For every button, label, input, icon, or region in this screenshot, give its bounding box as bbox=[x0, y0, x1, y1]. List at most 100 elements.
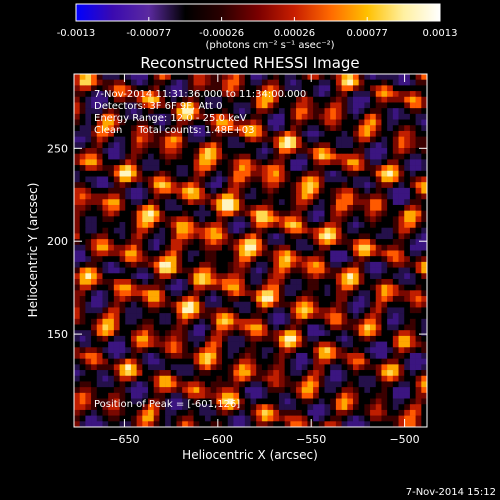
heatmap-cell bbox=[108, 324, 115, 331]
heatmap-cell bbox=[250, 278, 257, 285]
heatmap-cell bbox=[398, 96, 405, 103]
heatmap-cell bbox=[125, 250, 132, 257]
heatmap-cell bbox=[290, 239, 297, 246]
heatmap-cell bbox=[159, 313, 166, 320]
colorbar-unit-label: (photons cm⁻² s⁻¹ asec⁻²) bbox=[205, 40, 334, 51]
heatmap-cell bbox=[102, 176, 109, 183]
heatmap-cell bbox=[216, 148, 223, 155]
heatmap-cell bbox=[79, 136, 86, 143]
heatmap-cell bbox=[142, 182, 149, 189]
heatmap-cell bbox=[421, 278, 428, 285]
heatmap-cell bbox=[222, 370, 229, 377]
heatmap-cell bbox=[187, 347, 194, 354]
heatmap-cell bbox=[387, 341, 394, 348]
heatmap-cell bbox=[296, 278, 303, 285]
heatmap-cell bbox=[307, 370, 314, 377]
heatmap-cell bbox=[381, 113, 388, 120]
heatmap-cell bbox=[335, 204, 342, 211]
heatmap-cell bbox=[256, 187, 263, 194]
heatmap-cell bbox=[153, 364, 160, 371]
heatmap-cell bbox=[358, 313, 365, 320]
heatmap-cell bbox=[307, 74, 314, 80]
heatmap-cell bbox=[216, 210, 223, 217]
heatmap-cell bbox=[381, 375, 388, 382]
heatmap-cell bbox=[330, 159, 337, 166]
heatmap-cell bbox=[79, 387, 86, 394]
heatmap-cell bbox=[165, 324, 172, 331]
heatmap-cell bbox=[142, 370, 149, 377]
heatmap-cell bbox=[210, 273, 217, 280]
heatmap-cell bbox=[136, 358, 143, 365]
heatmap-cell bbox=[318, 136, 325, 143]
heatmap-cell bbox=[244, 233, 251, 240]
heatmap-cell bbox=[222, 153, 229, 160]
heatmap-cell bbox=[153, 199, 160, 206]
heatmap-cell bbox=[199, 358, 206, 365]
heatmap-cell bbox=[199, 273, 206, 280]
heatmap-cell bbox=[267, 222, 274, 229]
heatmap-cell bbox=[409, 176, 416, 183]
heatmap-cell bbox=[210, 148, 217, 155]
heatmap-cell bbox=[284, 347, 291, 354]
heatmap-cell bbox=[318, 347, 325, 354]
heatmap-cell bbox=[290, 91, 297, 98]
heatmap-cell bbox=[222, 227, 229, 234]
heatmap-cell bbox=[176, 313, 183, 320]
heatmap-cell bbox=[290, 222, 297, 229]
heatmap-cell bbox=[153, 278, 160, 285]
heatmap-cell bbox=[199, 364, 206, 371]
heatmap-cell bbox=[216, 136, 223, 143]
heatmap-cell bbox=[96, 113, 103, 120]
heatmap-cell bbox=[193, 108, 200, 115]
heatmap-cell bbox=[284, 313, 291, 320]
heatmap-cell bbox=[239, 278, 246, 285]
heatmap-cell bbox=[284, 261, 291, 268]
heatmap-cell bbox=[398, 296, 405, 303]
heatmap-cell bbox=[79, 193, 86, 200]
heatmap-cell bbox=[273, 204, 280, 211]
heatmap-cell bbox=[153, 216, 160, 223]
heatmap-cell bbox=[341, 153, 348, 160]
heatmap-cell bbox=[74, 261, 80, 268]
heatmap-cell bbox=[165, 153, 172, 160]
heatmap-cell bbox=[313, 187, 320, 194]
heatmap-cell bbox=[364, 85, 371, 92]
heatmap-cell bbox=[250, 392, 257, 399]
heatmap-cell bbox=[352, 330, 359, 337]
heatmap-cell bbox=[233, 182, 240, 189]
heatmap-cell bbox=[267, 318, 274, 325]
heatmap-cell bbox=[409, 335, 416, 342]
heatmap-cell bbox=[244, 409, 251, 416]
heatmap-cell bbox=[335, 244, 342, 251]
heatmap-cell bbox=[233, 85, 240, 92]
heatmap-cell bbox=[392, 256, 399, 263]
heatmap-cell bbox=[204, 278, 211, 285]
heatmap-cell bbox=[74, 370, 80, 377]
heatmap-cell bbox=[341, 148, 348, 155]
heatmap-cell bbox=[352, 216, 359, 223]
heatmap-cell bbox=[256, 341, 263, 348]
heatmap-cell bbox=[381, 409, 388, 416]
heatmap-cell bbox=[301, 267, 308, 274]
heatmap-cell bbox=[74, 296, 80, 303]
heatmap-cell bbox=[324, 142, 331, 149]
heatmap-cell bbox=[210, 227, 217, 234]
heatmap-cell bbox=[352, 182, 359, 189]
heatmap-cell bbox=[136, 278, 143, 285]
heatmap-cell bbox=[233, 199, 240, 206]
heatmap-cell bbox=[210, 136, 217, 143]
heatmap-cell bbox=[381, 102, 388, 109]
heatmap-cell bbox=[130, 113, 137, 120]
heatmap-cell bbox=[341, 108, 348, 115]
heatmap-cell bbox=[301, 182, 308, 189]
heatmap-cell bbox=[85, 358, 92, 365]
heatmap-cell bbox=[301, 352, 308, 359]
heatmap-cell bbox=[199, 119, 206, 126]
heatmap-cell bbox=[210, 404, 217, 411]
heatmap-cell bbox=[284, 370, 291, 377]
heatmap-cell bbox=[370, 130, 377, 137]
heatmap-cell bbox=[278, 296, 285, 303]
heatmap-cell bbox=[392, 370, 399, 377]
heatmap-cell bbox=[170, 347, 177, 354]
heatmap-cell bbox=[165, 91, 172, 98]
